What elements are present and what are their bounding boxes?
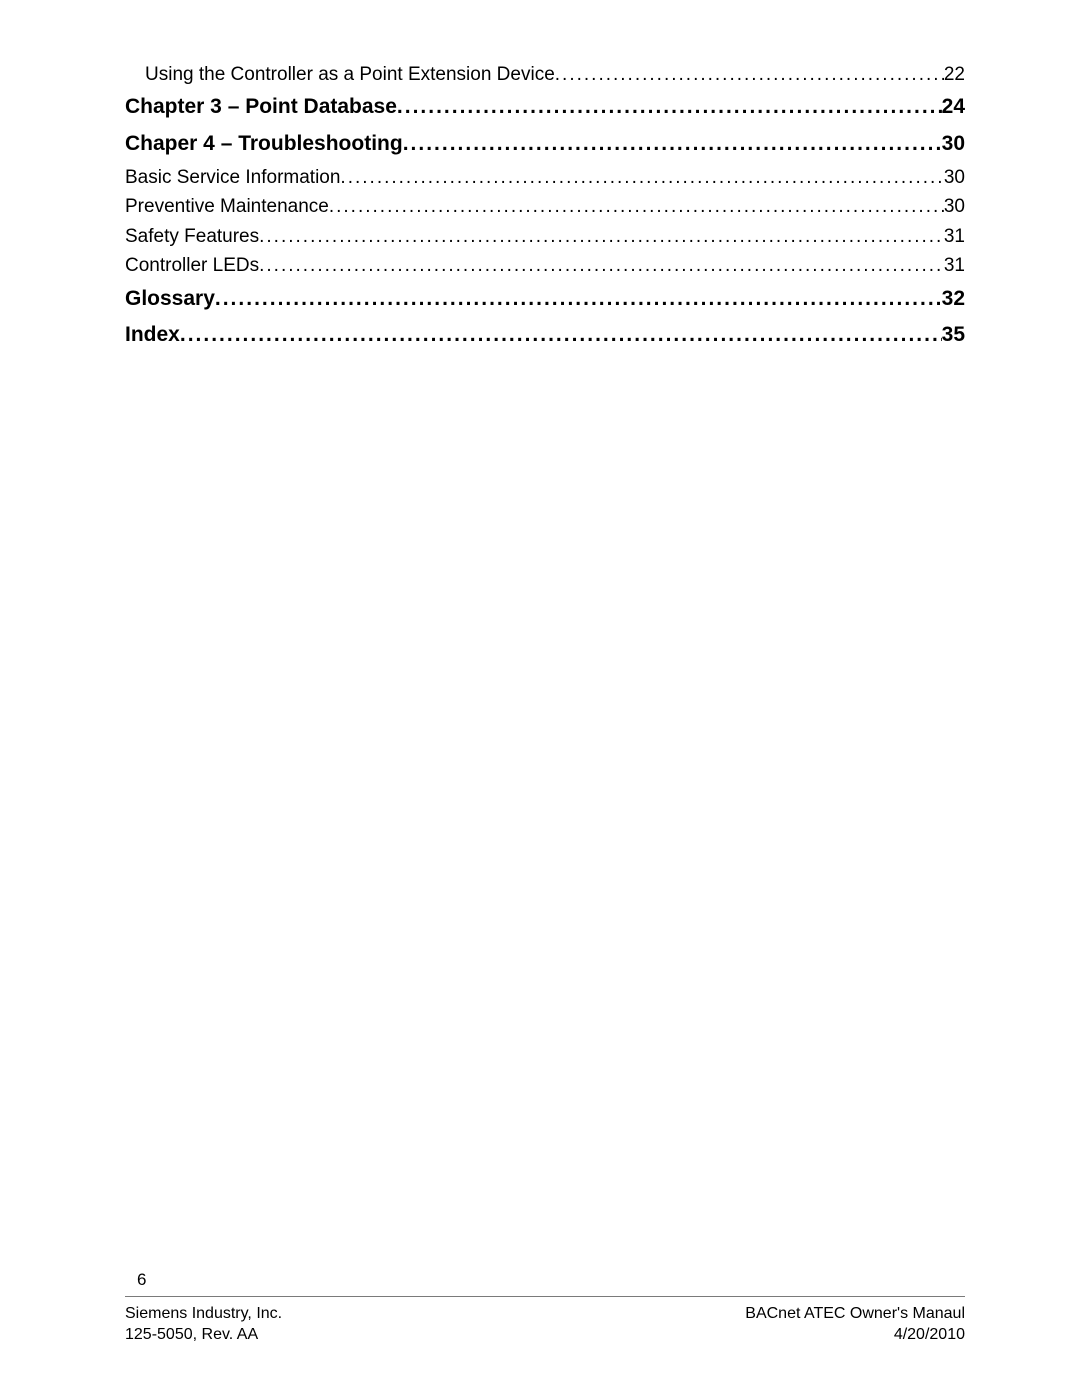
toc-entry-page: 24 (942, 89, 965, 126)
toc-entry-label: Controller LEDs (125, 251, 259, 280)
toc-entry: Safety Features ........................… (125, 222, 965, 251)
toc-entry-page: 30 (944, 163, 965, 192)
toc-entry: Index...................................… (125, 317, 965, 354)
toc-leader-dots: ........................................… (215, 281, 942, 318)
toc-entry-label: Index (125, 317, 180, 354)
footer-line-1: Siemens Industry, Inc. BACnet ATEC Owner… (125, 1303, 965, 1325)
toc-entry-label: Chaper 4 – Troubleshooting (125, 126, 403, 163)
toc-entry: Preventive Maintenance .................… (125, 192, 965, 221)
toc-entry-page: 22 (944, 60, 965, 89)
toc-entry: Glossary ...............................… (125, 281, 965, 318)
page-number: 6 (125, 1270, 965, 1290)
toc-entry-page: 31 (944, 222, 965, 251)
toc-leader-dots: ........................................… (329, 192, 944, 221)
toc-entry-page: 31 (944, 251, 965, 280)
footer-right-title: BACnet ATEC Owner's Manaul (745, 1303, 965, 1325)
toc-entry-label: Glossary (125, 281, 215, 318)
toc-entry: Using the Controller as a Point Extensio… (125, 60, 965, 89)
toc-entry-label: Using the Controller as a Point Extensio… (145, 60, 555, 89)
toc-leader-dots: ........................................… (403, 126, 942, 163)
toc-leader-dots: ........................................… (397, 89, 942, 126)
footer-left-docid: 125-5050, Rev. AA (125, 1324, 258, 1346)
toc-entry-label: Chapter 3 – Point Database (125, 89, 397, 126)
footer-right-date: 4/20/2010 (894, 1324, 965, 1346)
footer-line-2: 125-5050, Rev. AA 4/20/2010 (125, 1324, 965, 1346)
footer-rule (125, 1296, 965, 1297)
toc-leader-dots: ........................................… (259, 222, 944, 251)
toc-entry: Chapter 3 – Point Database .............… (125, 89, 965, 126)
toc-entry-page: 30 (944, 192, 965, 221)
toc-leader-dots: ........................................… (180, 317, 942, 354)
toc-entry: Basic Service Information ..............… (125, 163, 965, 192)
toc-leader-dots: ........................................… (259, 251, 944, 280)
footer-left-company: Siemens Industry, Inc. (125, 1303, 282, 1325)
document-page: Using the Controller as a Point Extensio… (0, 0, 1080, 1394)
toc-entry: Controller LEDs ........................… (125, 251, 965, 280)
toc-entry: Chaper 4 – Troubleshooting .............… (125, 126, 965, 163)
page-footer: 6 Siemens Industry, Inc. BACnet ATEC Own… (125, 1270, 965, 1346)
toc-entry-label: Safety Features (125, 222, 259, 251)
table-of-contents: Using the Controller as a Point Extensio… (125, 60, 965, 354)
toc-entry-label: Basic Service Information (125, 163, 340, 192)
toc-entry-page: 30 (942, 126, 965, 163)
toc-entry-label: Preventive Maintenance (125, 192, 329, 221)
toc-leader-dots: ........................................… (340, 163, 943, 192)
toc-entry-page: 32 (942, 281, 965, 318)
toc-leader-dots: ........................................… (555, 60, 944, 89)
toc-entry-page: 35 (942, 317, 965, 354)
